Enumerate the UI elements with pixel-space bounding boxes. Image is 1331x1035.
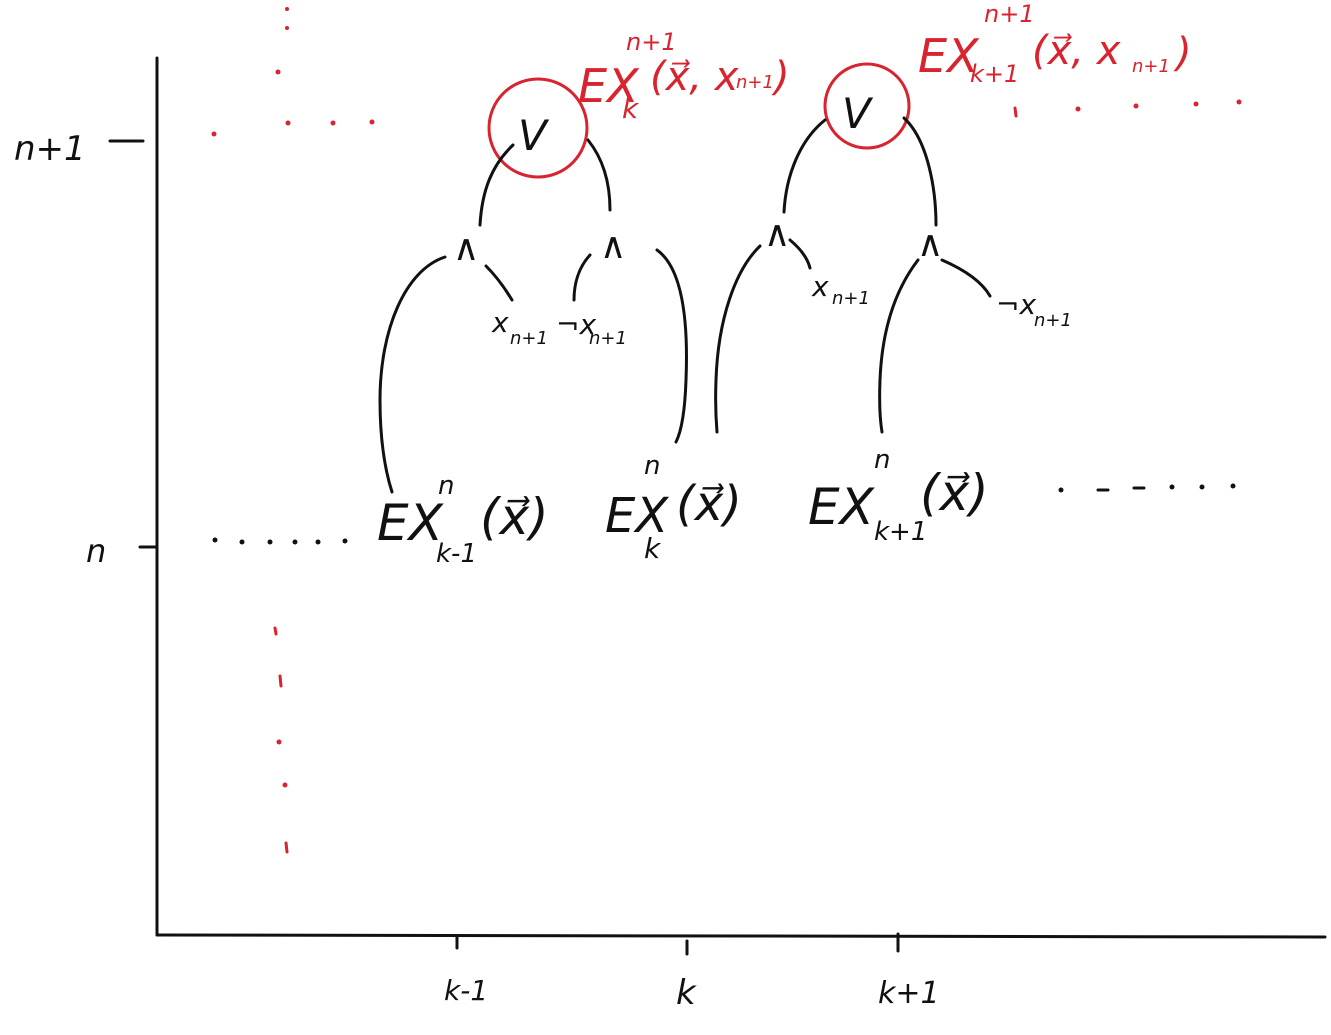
svg-text:n+1: n+1 — [832, 288, 870, 309]
svg-text:k: k — [622, 92, 640, 125]
svg-text:EX: EX — [918, 29, 980, 83]
svg-text:): ) — [1173, 30, 1192, 76]
and-gate-k1-left: ∧ — [764, 214, 790, 255]
svg-text:EX: EX — [377, 494, 445, 552]
and-gate-k1-right: ∧ — [917, 224, 943, 265]
svg-text:(x⃗): (x⃗) — [480, 488, 549, 546]
red-guides — [211, 7, 1242, 854]
leaf-k1-notx: ¬x — [996, 288, 1036, 321]
svg-text:n: n — [644, 451, 660, 481]
svg-text:(x⃗): (x⃗) — [920, 464, 989, 522]
or-circle-k1 — [823, 62, 911, 150]
or-circle-k — [487, 77, 589, 179]
svg-text:EX: EX — [578, 59, 640, 113]
svg-text:n+1: n+1 — [589, 328, 627, 349]
svg-text:): ) — [771, 54, 790, 100]
x-tick-label-k: k — [676, 973, 697, 1013]
svg-text:k-1: k-1 — [436, 539, 477, 569]
and-gate-k-right: ∧ — [600, 226, 626, 267]
svg-text:(x⃗): (x⃗) — [676, 476, 742, 532]
tree-k1: V ∧ ∧ x n+1 ¬x n+1 — [714, 62, 1072, 434]
svg-text:k+1: k+1 — [970, 60, 1019, 88]
svg-text:n+1: n+1 — [626, 28, 677, 56]
and-gate-k-left: ∧ — [453, 228, 479, 269]
x-tick-label-k1: k+1 — [878, 976, 940, 1011]
leaf-k-notx: ¬x — [556, 308, 596, 341]
or-gate-k: V — [518, 111, 550, 160]
svg-text:EX: EX — [808, 478, 876, 536]
base-node-k1: EX n k+1 (x⃗) — [808, 445, 989, 547]
tree-k: V ∧ ∧ x n+1 ¬x n+1 — [378, 77, 688, 494]
svg-text:n+1: n+1 — [1034, 310, 1072, 331]
base-node-k-1: EX n k-1 (x⃗) — [377, 471, 549, 569]
axes: n+1 n k-1 k k+1 — [14, 56, 1327, 1013]
x-tick-label-k-1: k-1 — [444, 974, 488, 1007]
svg-text:n+1: n+1 — [736, 72, 774, 93]
svg-text:n+1: n+1 — [984, 0, 1035, 28]
svg-text:k: k — [644, 532, 662, 565]
svg-text:(x⃗, x: (x⃗, x — [1032, 28, 1121, 74]
leaf-k-x: x — [491, 306, 509, 339]
svg-text:(x⃗, x: (x⃗, x — [650, 54, 739, 100]
svg-text:k+1: k+1 — [874, 517, 927, 547]
base-row-dots — [212, 483, 1236, 545]
x-axis — [155, 933, 1327, 939]
y-tick-label-n1: n+1 — [14, 129, 86, 169]
svg-text:n: n — [874, 445, 890, 475]
top-label-k: EX n+1 k (x⃗, x n+1 ) — [578, 28, 790, 125]
leaf-k1-x: x — [811, 270, 829, 303]
svg-text:EX: EX — [605, 488, 669, 544]
base-node-k: EX n k (x⃗) — [605, 451, 742, 565]
or-gate-k1: V — [842, 89, 874, 138]
svg-text:n: n — [438, 471, 454, 501]
top-label-k1: EX n+1 k+1 (x⃗, x n+1 ) — [918, 0, 1192, 88]
y-tick-label-n: n — [86, 532, 106, 570]
svg-text:n+1: n+1 — [1132, 56, 1170, 77]
svg-text:n+1: n+1 — [510, 328, 548, 349]
